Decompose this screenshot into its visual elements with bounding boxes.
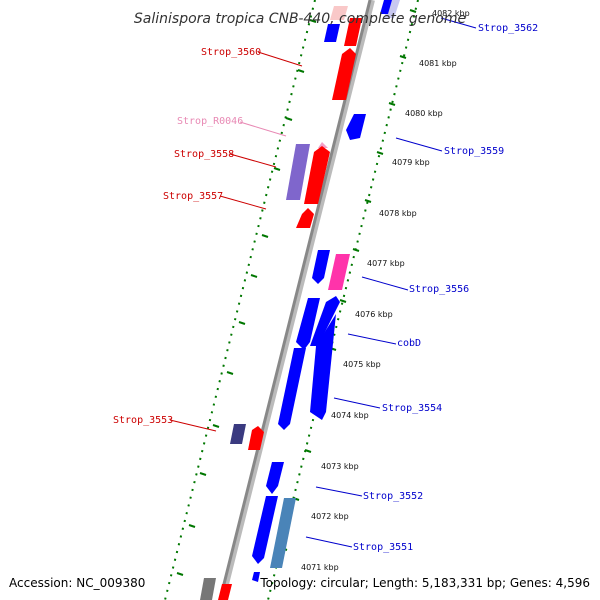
label-strop-3560[interactable]: Strop_3560 bbox=[201, 47, 261, 58]
gene-strop-3554-rev[interactable] bbox=[278, 348, 306, 430]
tick-mark bbox=[399, 55, 407, 59]
tick-mark bbox=[238, 321, 246, 325]
topology-text: Topology: circular; Length: 5,183,331 bp… bbox=[259, 576, 590, 590]
gene-bottom-gray[interactable] bbox=[200, 578, 216, 600]
kbp-label: 4082 kbp bbox=[432, 9, 470, 18]
gene-top-red[interactable] bbox=[344, 18, 362, 46]
tick-mark bbox=[226, 371, 234, 375]
gene-strop-3557[interactable] bbox=[296, 208, 314, 228]
gene-bottom-blue[interactable] bbox=[252, 572, 260, 582]
gene-top-blue-rev[interactable] bbox=[324, 24, 340, 42]
label-strop-3554[interactable]: Strop_3554 bbox=[382, 403, 442, 414]
gene-strop-3553-navy[interactable] bbox=[230, 424, 246, 444]
gene-strop-3551-blue[interactable] bbox=[252, 496, 278, 564]
gene-strop-3560[interactable] bbox=[332, 48, 356, 100]
leader-strop-3553 bbox=[169, 419, 217, 432]
label-strop-3552[interactable]: Strop_3552 bbox=[363, 491, 423, 502]
label-strop-r0046[interactable]: Strop_R0046 bbox=[177, 116, 243, 127]
leader-strop-3559 bbox=[395, 137, 443, 152]
tick-mark bbox=[176, 572, 184, 576]
label-strop-3559[interactable]: Strop_3559 bbox=[444, 146, 504, 157]
gene-bottom-red[interactable] bbox=[218, 584, 232, 600]
gene-strop-3551-steel[interactable] bbox=[270, 498, 296, 568]
leader-strop-3558 bbox=[229, 153, 277, 168]
tick-mark bbox=[309, 19, 317, 23]
label-strop-3558[interactable]: Strop_3558 bbox=[174, 149, 234, 160]
leader-strop-3562 bbox=[440, 17, 477, 29]
tick-mark bbox=[388, 102, 396, 106]
tick-mark bbox=[212, 424, 220, 428]
gene-strop-3556-magenta[interactable] bbox=[328, 254, 350, 290]
tick-mark bbox=[376, 151, 384, 155]
tick-mark bbox=[339, 299, 347, 303]
gene-strop-3554[interactable] bbox=[310, 314, 336, 420]
kbp-label: 4071 kbp bbox=[301, 563, 339, 572]
kbp-label: 4072 kbp bbox=[311, 512, 349, 521]
leader-strop-3552 bbox=[315, 486, 363, 497]
tick-mark bbox=[261, 234, 269, 238]
label-strop-3556[interactable]: Strop_3556 bbox=[409, 284, 469, 295]
leader-lines bbox=[169, 17, 477, 548]
kbp-label: 4081 kbp bbox=[419, 59, 457, 68]
map-title: Salinispora tropica CNB-440, complete ge… bbox=[134, 11, 466, 27]
gene-cobd-forward[interactable] bbox=[310, 296, 340, 346]
gene-strop-3553-red[interactable] bbox=[248, 426, 264, 450]
gene-strop-3552[interactable] bbox=[266, 462, 284, 494]
tick-mark bbox=[304, 449, 312, 453]
tick-mark bbox=[352, 248, 360, 252]
tick-mark bbox=[250, 274, 258, 278]
label-strop-3553[interactable]: Strop_3553 bbox=[113, 415, 173, 426]
kbp-label: 4074 kbp bbox=[331, 411, 369, 420]
gene-cobd[interactable] bbox=[296, 298, 320, 350]
kbp-label: 4075 kbp bbox=[343, 360, 381, 369]
gene-strop-3558-purple[interactable] bbox=[286, 144, 310, 200]
tick-mark bbox=[199, 472, 207, 476]
gene-labels: Strop_3562 Strop_3560 Strop_R0046 Strop_… bbox=[113, 23, 538, 553]
genes bbox=[200, 0, 400, 600]
genome-backbone-shadow bbox=[219, 0, 375, 600]
kbp-label: 4073 kbp bbox=[321, 462, 359, 471]
label-cobd[interactable]: cobD bbox=[397, 338, 421, 349]
label-strop-3562[interactable]: Strop_3562 bbox=[478, 23, 538, 34]
label-strop-3557[interactable]: Strop_3557 bbox=[163, 191, 223, 202]
tick-mark bbox=[285, 117, 293, 121]
tick-mark bbox=[273, 167, 281, 171]
leader-strop-3556 bbox=[361, 276, 409, 291]
gene-strop-r0046[interactable] bbox=[318, 142, 328, 148]
tick-mark bbox=[364, 199, 372, 203]
leader-strop-3557 bbox=[219, 195, 267, 210]
leader-cobd bbox=[347, 333, 397, 345]
leader-strop-3560 bbox=[257, 51, 303, 67]
gene-top-blue[interactable] bbox=[380, 0, 392, 14]
tick-mark bbox=[188, 524, 196, 528]
tick-mark bbox=[297, 69, 305, 73]
kbp-labels: 4082 kbp 4081 kbp 4080 kbp 4079 kbp 4078… bbox=[301, 9, 470, 572]
gene-top-light-pink[interactable] bbox=[330, 6, 348, 20]
kbp-label: 4078 kbp bbox=[379, 209, 417, 218]
gene-strop-3559[interactable] bbox=[346, 114, 366, 140]
label-strop-3551[interactable]: Strop_3551 bbox=[353, 542, 413, 553]
kbp-label: 4080 kbp bbox=[405, 109, 443, 118]
leader-strop-r0046 bbox=[239, 121, 287, 137]
kbp-label: 4077 kbp bbox=[367, 259, 405, 268]
accession-text: Accession: NC_009380 bbox=[9, 576, 145, 590]
leader-strop-3554 bbox=[333, 397, 381, 409]
gene-strop-3558-red[interactable] bbox=[304, 146, 330, 204]
kbp-label: 4076 kbp bbox=[355, 310, 393, 319]
leader-strop-3551 bbox=[305, 536, 353, 548]
kbp-label: 4079 kbp bbox=[392, 158, 430, 167]
tick-mark bbox=[409, 9, 417, 13]
gene-strop-3556-blue[interactable] bbox=[312, 250, 330, 284]
